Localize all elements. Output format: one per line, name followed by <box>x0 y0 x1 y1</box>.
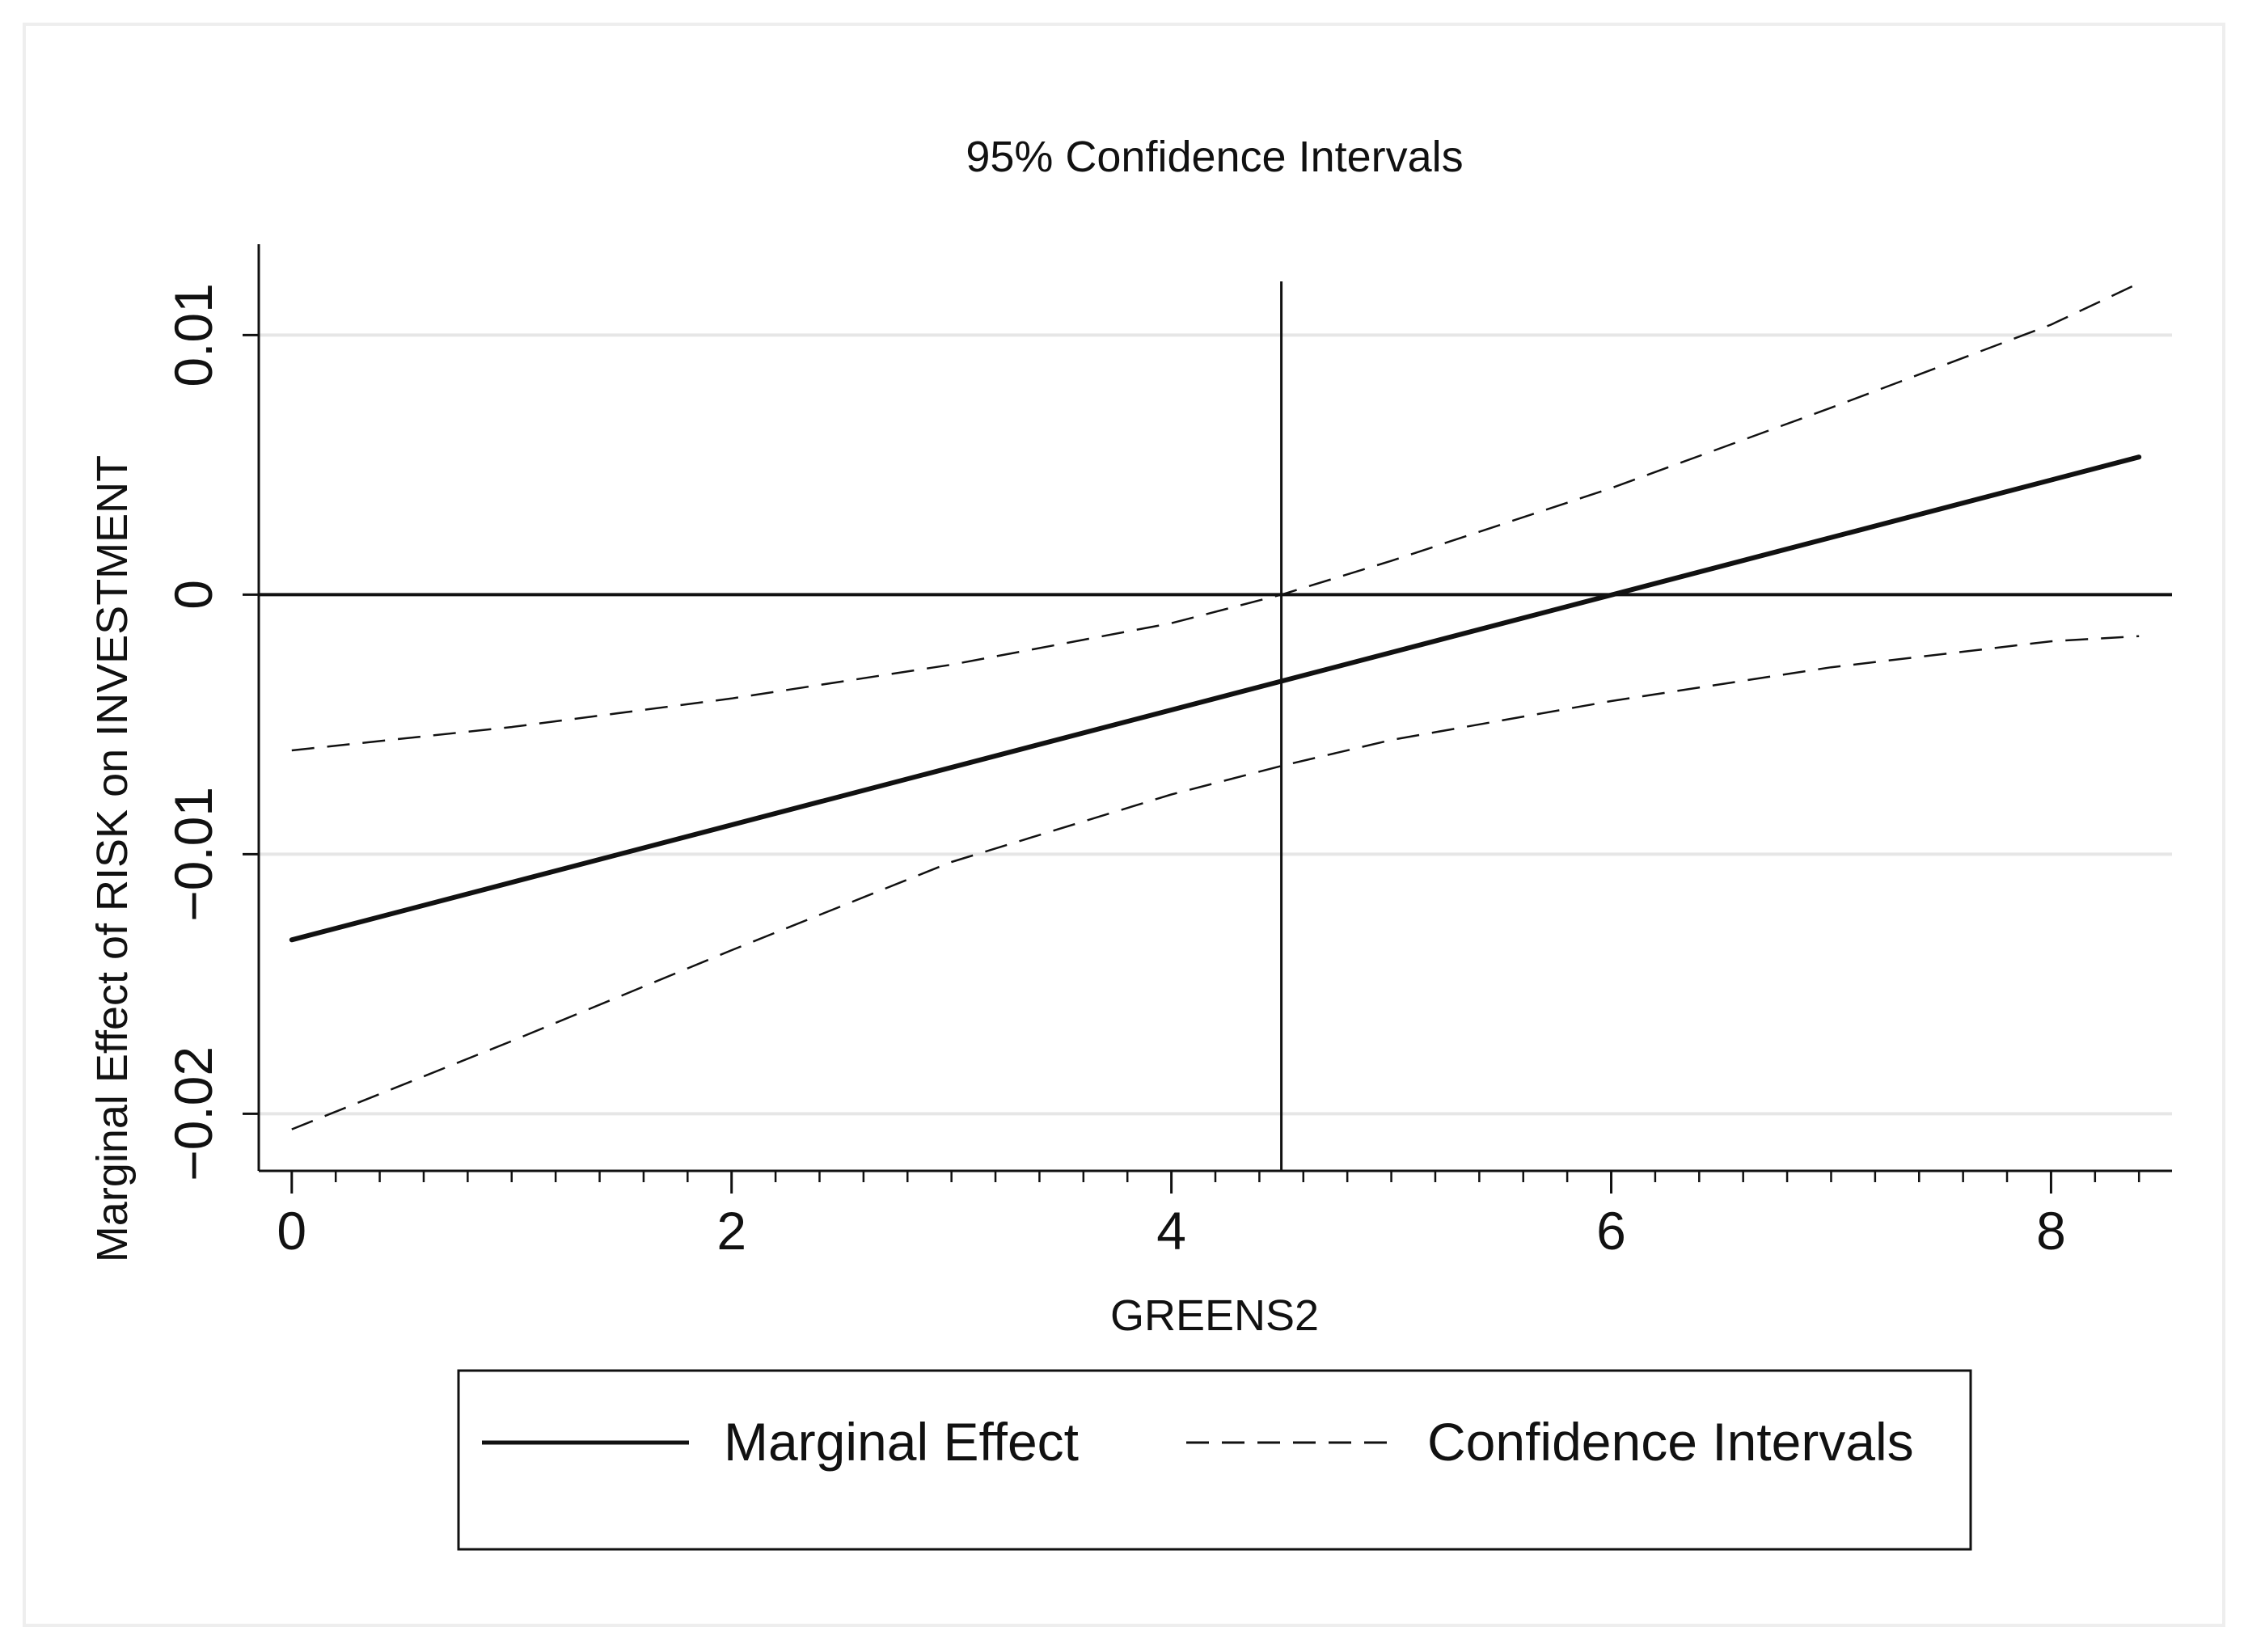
x-tick-label: 8 <box>2036 1201 2066 1261</box>
figure-frame <box>23 23 2225 1627</box>
series-confidence-upper <box>291 282 2140 752</box>
y-axis-label: Marginal Effect of RISK on INVESTMENT <box>88 455 137 1262</box>
x-axis-label: GREENS2 <box>1110 1291 1319 1340</box>
y-tick-label: 0.01 <box>163 283 223 387</box>
x-tick-label: 4 <box>1156 1201 1186 1261</box>
series-marginal-effect <box>289 454 2142 943</box>
y-tick-label: −0.02 <box>163 1046 223 1181</box>
series-confidence-lower <box>291 635 2140 1130</box>
legend-label-marginal-effect: Marginal Effect <box>724 1412 1079 1472</box>
x-axis-ticks: 0 2 4 6 8 <box>277 1171 2140 1261</box>
y-tick-label: 0 <box>163 580 223 610</box>
legend: Marginal Effect Confidence Intervals <box>457 1369 1972 1551</box>
y-axis-ticks: −0.02 −0.01 0 0.01 <box>163 283 259 1181</box>
y-tick-label: −0.01 <box>163 787 223 922</box>
x-tick-label: 6 <box>1596 1201 1626 1261</box>
legend-label-confidence-intervals: Confidence Intervals <box>1427 1412 1914 1472</box>
series-lines <box>289 282 2142 1130</box>
reference-lines <box>259 281 2172 1171</box>
grid-lines <box>259 333 2172 1116</box>
x-tick-label: 2 <box>716 1201 746 1261</box>
chart-title: 95% Confidence Intervals <box>966 133 1463 181</box>
x-tick-label: 0 <box>277 1201 306 1261</box>
legend-box <box>457 1369 1972 1551</box>
